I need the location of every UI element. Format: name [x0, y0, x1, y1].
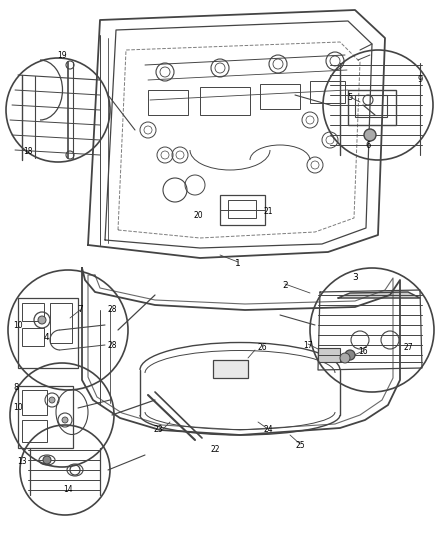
Polygon shape: [338, 292, 420, 298]
Text: 3: 3: [352, 273, 358, 282]
Text: 5: 5: [347, 93, 353, 101]
Text: 9: 9: [417, 76, 423, 85]
Text: 28: 28: [107, 341, 117, 350]
Text: 27: 27: [403, 343, 413, 352]
Circle shape: [62, 417, 68, 423]
Text: 22: 22: [210, 446, 220, 455]
Bar: [22, 328, 44, 346]
Bar: [50, 303, 72, 343]
Text: 10: 10: [13, 320, 23, 329]
Text: 8: 8: [13, 384, 19, 392]
Bar: [220, 195, 265, 225]
Bar: [18, 386, 73, 448]
Text: 20: 20: [193, 211, 203, 220]
Circle shape: [38, 316, 46, 324]
Text: 13: 13: [17, 457, 27, 466]
Circle shape: [340, 353, 350, 363]
Text: 23: 23: [153, 425, 163, 434]
Text: 25: 25: [295, 440, 305, 449]
Bar: [213, 360, 248, 378]
Text: 17: 17: [303, 341, 313, 350]
Bar: [355, 95, 387, 117]
Text: 21: 21: [263, 207, 273, 216]
Circle shape: [345, 350, 355, 360]
Bar: [348, 90, 396, 125]
Bar: [228, 200, 256, 218]
Text: 10: 10: [13, 403, 23, 413]
Bar: [260, 84, 300, 109]
Text: 6: 6: [365, 141, 371, 149]
Bar: [22, 420, 47, 442]
Text: 24: 24: [263, 425, 273, 434]
Text: 4: 4: [43, 334, 49, 343]
Bar: [318, 348, 340, 362]
Bar: [18, 298, 78, 368]
Bar: [22, 303, 44, 321]
Bar: [200, 87, 250, 115]
Text: 14: 14: [63, 486, 73, 495]
Text: 7: 7: [77, 305, 83, 314]
Text: 18: 18: [23, 148, 33, 157]
Text: 26: 26: [257, 343, 267, 352]
Bar: [148, 90, 188, 115]
Bar: [310, 81, 345, 103]
Text: 28: 28: [107, 305, 117, 314]
Circle shape: [49, 397, 55, 403]
Text: 19: 19: [57, 51, 67, 60]
Text: 1: 1: [235, 259, 241, 268]
Circle shape: [43, 456, 51, 464]
Circle shape: [364, 129, 376, 141]
Bar: [22, 390, 47, 415]
Text: 16: 16: [358, 348, 368, 357]
Text: 2: 2: [282, 280, 288, 289]
